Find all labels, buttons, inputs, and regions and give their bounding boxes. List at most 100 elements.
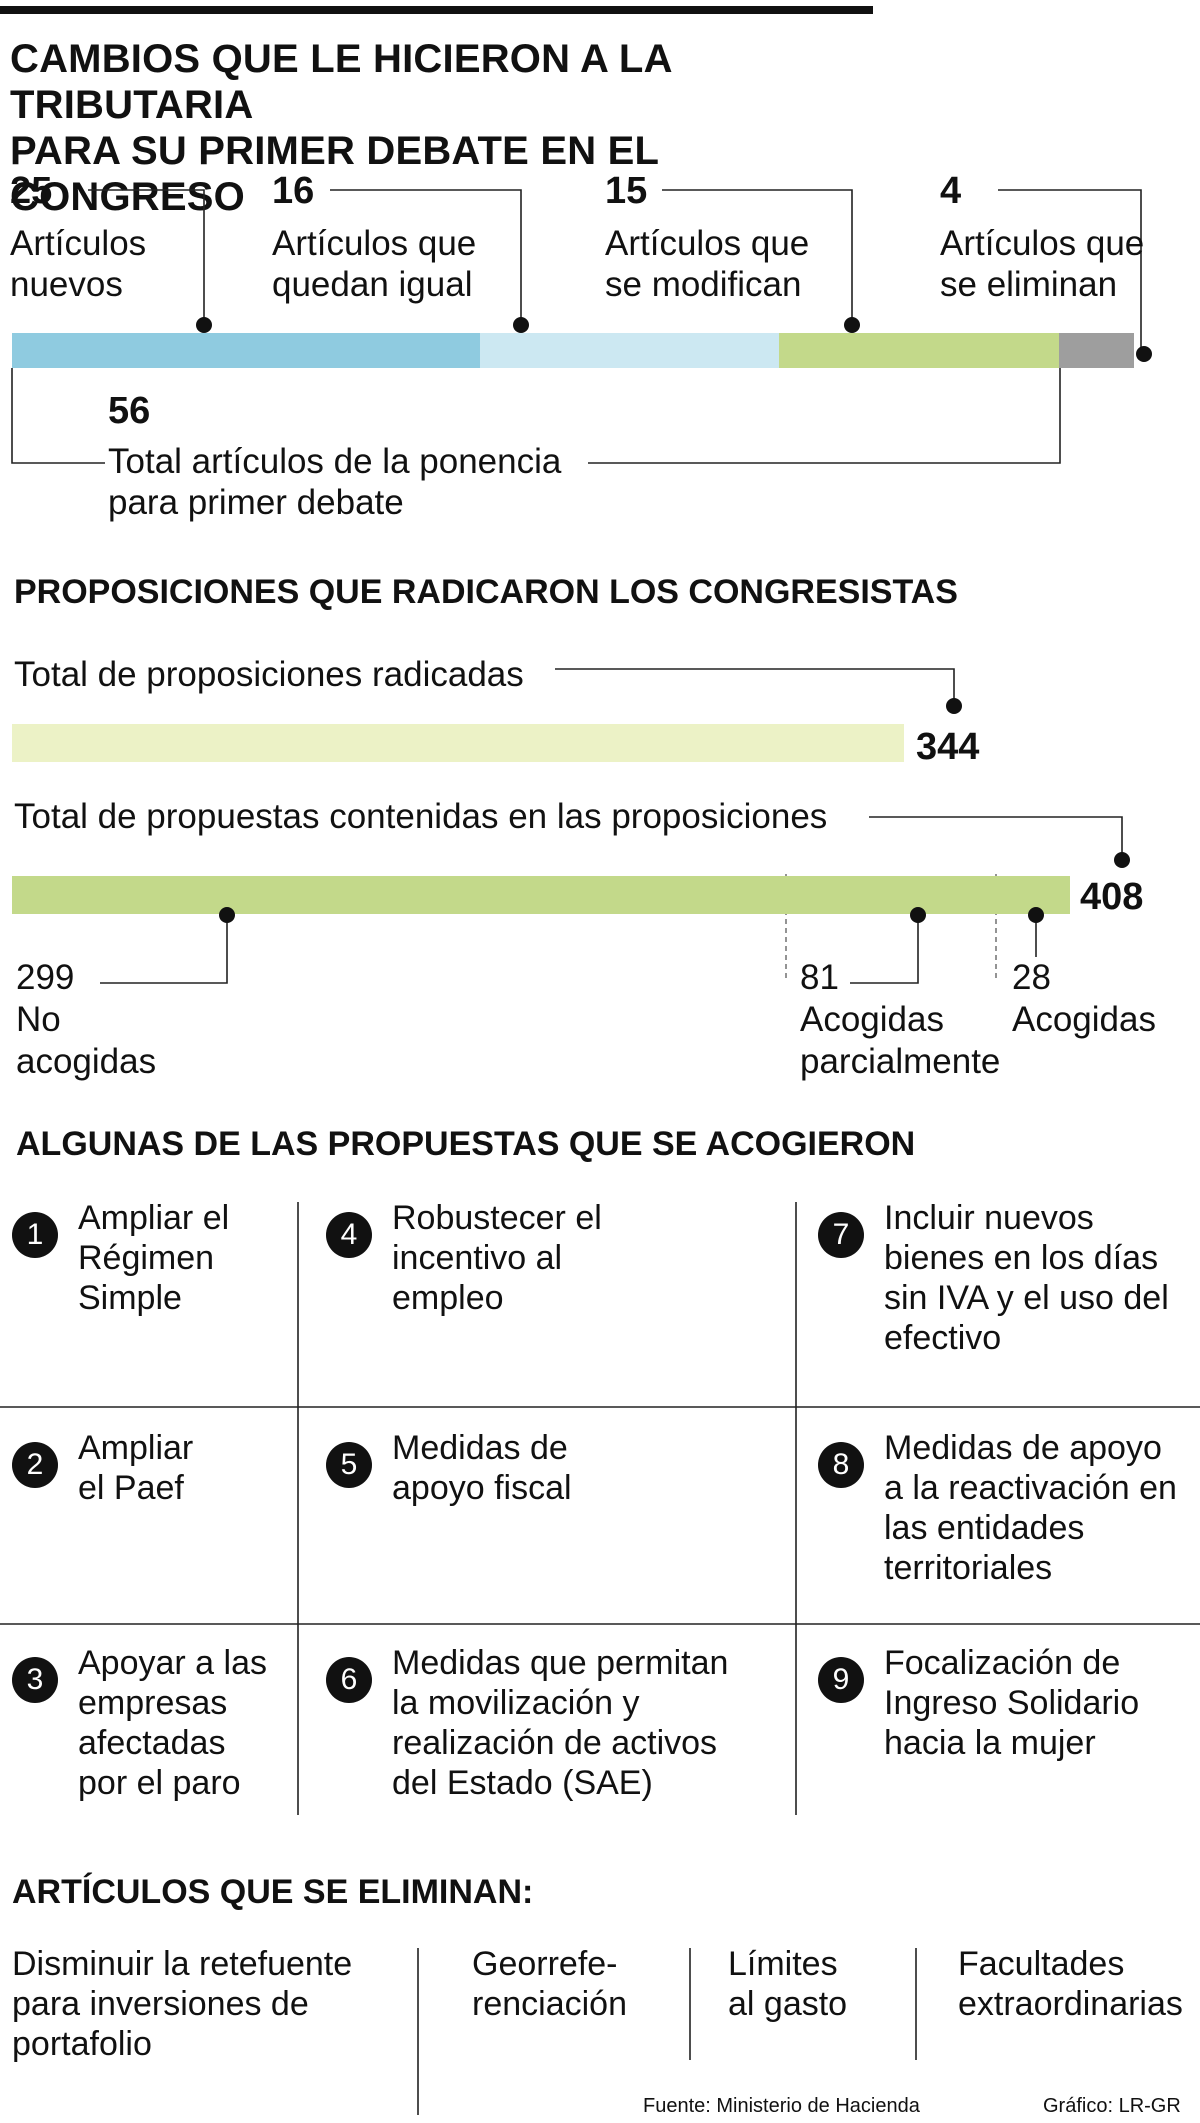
nuevos-label-2: nuevos bbox=[10, 265, 123, 304]
eliminated-item-line: Límites bbox=[728, 1945, 838, 1983]
dot-no-acogidas bbox=[219, 907, 235, 923]
eliminated-item-line: extraordinarias bbox=[958, 1985, 1183, 2023]
igual-value: 16 bbox=[272, 170, 315, 212]
eliminan-label-2: se eliminan bbox=[940, 265, 1118, 304]
no-acogidas-label-2: acogidas bbox=[16, 1042, 157, 1081]
seg-eliminan bbox=[1059, 333, 1135, 368]
item-text-line: apoyo fiscal bbox=[392, 1469, 572, 1507]
item-text: Ampliar el Régimen Simple bbox=[78, 1198, 478, 1318]
acogidas-label-1: Acogidas bbox=[1012, 1000, 1156, 1039]
item-text-line: efectivo bbox=[884, 1319, 1002, 1357]
item-text-line: empleo bbox=[392, 1279, 504, 1317]
modifican-label-1: Artículos que bbox=[605, 224, 810, 263]
acogidas-value: 28 bbox=[1012, 958, 1051, 997]
igual-label-1: Artículos que bbox=[272, 224, 477, 263]
top-rule bbox=[0, 6, 873, 14]
leader-contained bbox=[869, 816, 1123, 860]
item-text-line: Ampliar el bbox=[78, 1199, 230, 1237]
chart-title-line2: PARA SU PRIMER DEBATE EN EL CONGRESO bbox=[10, 129, 659, 219]
eliminated-item-line: portafolio bbox=[12, 2025, 152, 2063]
nuevos-label-1: Artículos bbox=[10, 224, 147, 263]
item-text: Incluir nuevos bienes en los días sin IVA … bbox=[884, 1198, 1200, 1358]
item-text-line: Ingreso Solidario bbox=[884, 1684, 1140, 1722]
filed-label: Total de proposiciones radicadas bbox=[14, 655, 524, 694]
item-text-line: realización de activos bbox=[392, 1724, 718, 1762]
eliminated-item-line: renciación bbox=[472, 1985, 627, 2023]
igual-label-2: quedan igual bbox=[272, 265, 473, 304]
source-note: Fuente: Ministerio de Hacienda bbox=[643, 2095, 920, 2117]
item-text: Robustecer el incentivo al empleo bbox=[392, 1198, 832, 1318]
item-text: Medidas de apoyo a la reactivación en las … bbox=[884, 1428, 1200, 1588]
item-text: Medidas que permitan la movilización y rea… bbox=[392, 1643, 832, 1803]
eliminated-item-line: para inversiones de bbox=[12, 1985, 309, 2023]
item-text-line: Ampliar bbox=[78, 1429, 194, 1467]
item-text-line: por el paro bbox=[78, 1764, 241, 1802]
dot-eliminan bbox=[1136, 346, 1152, 362]
eliminan-value: 4 bbox=[940, 170, 962, 212]
total-articulos-label-1: Total artículos de la ponencia bbox=[108, 442, 562, 481]
item-text-line: Simple bbox=[78, 1279, 182, 1317]
eliminated-heading: ARTÍCULOS QUE SE ELIMINAN: bbox=[12, 1873, 534, 1911]
item-text-line: bienes en los días bbox=[884, 1239, 1159, 1277]
propositions-heading: PROPOSICIONES QUE RADICARON LOS CONGRESI… bbox=[14, 573, 958, 611]
item-number-badge: 1 bbox=[12, 1212, 58, 1258]
item-number-badge: 4 bbox=[326, 1212, 372, 1258]
contained-value: 408 bbox=[1080, 876, 1144, 918]
credit-note: Gráfico: LR-GR bbox=[1043, 2095, 1181, 2117]
item-text: Ampliar el Paef bbox=[78, 1428, 478, 1508]
accepted-heading: ALGUNAS DE LAS PROPUESTAS QUE SE ACOGIER… bbox=[16, 1125, 916, 1163]
item-text-line: Régimen bbox=[78, 1239, 215, 1277]
item-number-badge: 8 bbox=[818, 1442, 864, 1488]
item-text-line: Medidas de apoyo bbox=[884, 1429, 1162, 1467]
chart-title: CAMBIOS QUE LE HICIERON A LA TRIBUTARIA … bbox=[10, 36, 890, 220]
item-text-line: Focalización de bbox=[884, 1644, 1121, 1682]
no-acogidas-value: 299 bbox=[16, 958, 75, 997]
item-text-line: empresas bbox=[78, 1684, 228, 1722]
item-number-badge: 6 bbox=[326, 1657, 372, 1703]
item-text: Medidas de apoyo fiscal bbox=[392, 1428, 832, 1508]
item-text-line: las entidades bbox=[884, 1509, 1085, 1547]
parcial-label-1: Acogidas bbox=[800, 1000, 944, 1039]
item-text-line: el Paef bbox=[78, 1469, 184, 1507]
eliminated-item-2: Georrefe-renciación bbox=[472, 1944, 627, 2024]
eliminated-item-line: Georrefe- bbox=[472, 1945, 618, 1983]
eliminated-item-4: Facultades extraordinarias bbox=[958, 1944, 1183, 2024]
item-text-line: afectadas bbox=[78, 1724, 226, 1762]
leader-filed bbox=[555, 668, 955, 706]
item-number-badge: 7 bbox=[818, 1212, 864, 1258]
item-text-line: hacia la mujer bbox=[884, 1724, 1096, 1762]
item-number-badge: 5 bbox=[326, 1442, 372, 1488]
seg-modifican bbox=[778, 333, 1060, 368]
modifican-label-2: se modifican bbox=[605, 265, 802, 304]
eliminated-item-1: Disminuir la retefuente para inversiones … bbox=[12, 1944, 352, 2064]
item-number-badge: 9 bbox=[818, 1657, 864, 1703]
seg-igual bbox=[479, 333, 780, 368]
parcial-value: 81 bbox=[800, 958, 839, 997]
item-text-line: sin IVA y el uso del bbox=[884, 1279, 1169, 1317]
dot-acogidas bbox=[1028, 907, 1044, 923]
leader-parcial bbox=[850, 915, 919, 984]
item-text-line: del Estado (SAE) bbox=[392, 1764, 653, 1802]
seg-nuevos bbox=[12, 333, 480, 368]
parcial-label-2: parcialmente bbox=[800, 1042, 1001, 1081]
item-text-line: Medidas de bbox=[392, 1429, 568, 1467]
contained-bar bbox=[12, 876, 1070, 914]
total-articulos-value: 56 bbox=[108, 390, 151, 432]
item-text-line: Apoyar a las bbox=[78, 1644, 267, 1682]
item-text-line: territoriales bbox=[884, 1549, 1053, 1587]
item-number-badge: 2 bbox=[12, 1442, 58, 1488]
dot-contained bbox=[1114, 852, 1130, 868]
leader-total-right bbox=[588, 368, 1061, 464]
no-acogidas-label-1: No bbox=[16, 1000, 61, 1039]
dot-modifican bbox=[844, 317, 860, 333]
item-text-line: Robustecer el bbox=[392, 1199, 602, 1237]
chart-title-line1: CAMBIOS QUE LE HICIERON A LA TRIBUTARIA bbox=[10, 37, 672, 127]
dot-filed bbox=[946, 698, 962, 714]
nuevos-value: 25 bbox=[10, 170, 53, 212]
total-articulos-label-2: para primer debate bbox=[108, 483, 404, 522]
contained-label: Total de propuestas contenidas en las pr… bbox=[14, 797, 828, 836]
filed-value: 344 bbox=[916, 726, 980, 768]
item-text-line: incentivo al bbox=[392, 1239, 563, 1277]
leader-total-left bbox=[11, 368, 105, 464]
